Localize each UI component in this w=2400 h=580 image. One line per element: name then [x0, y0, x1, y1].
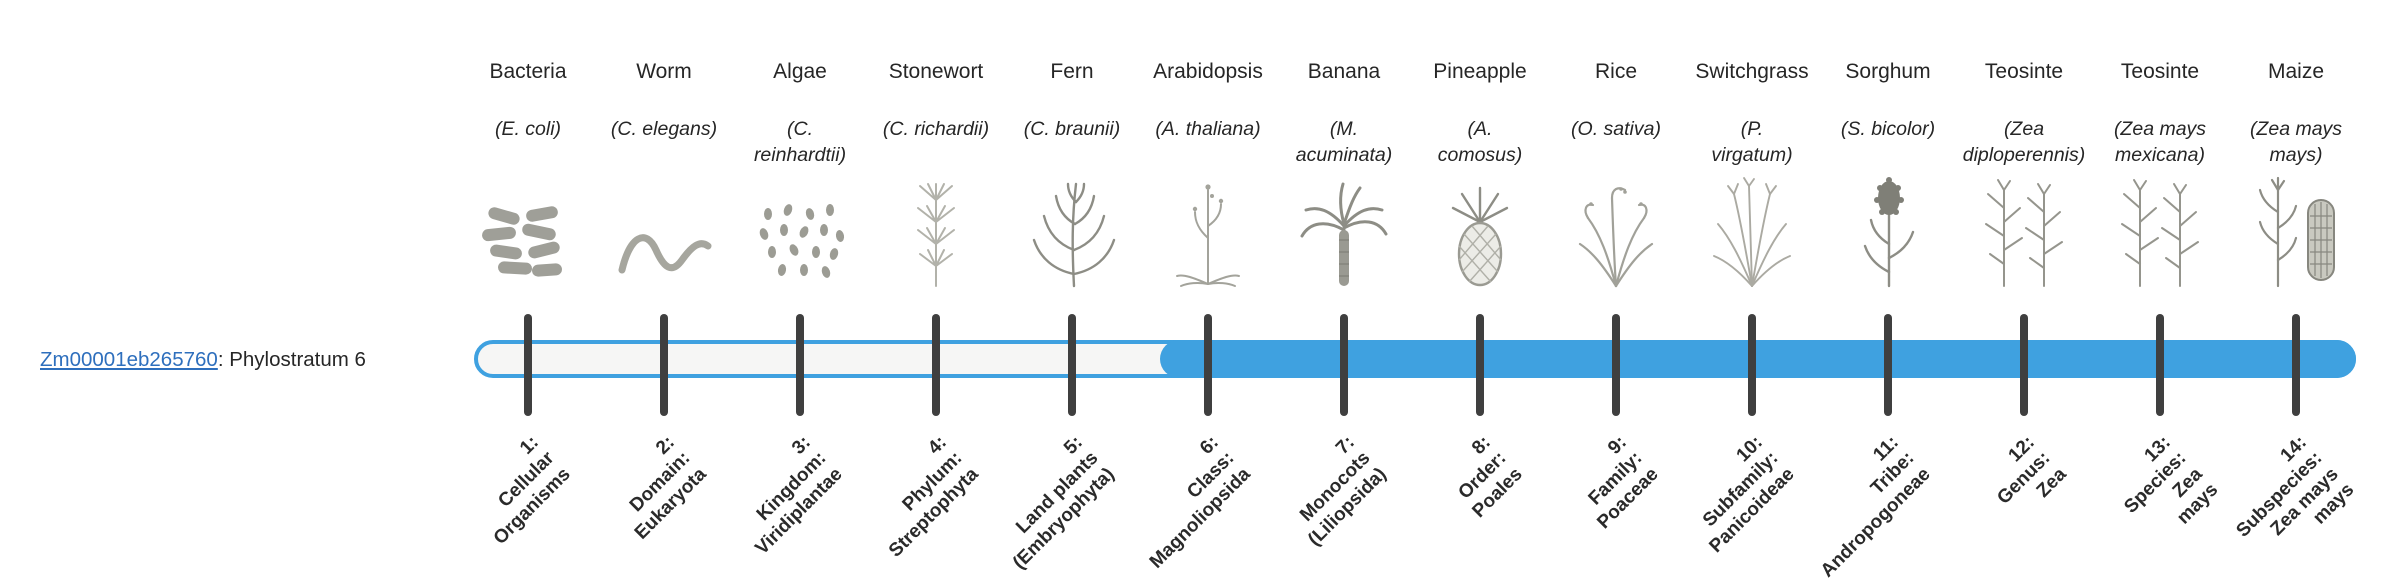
gene-phylostratum-text: : Phylostratum 6	[217, 348, 366, 371]
organism-scientific-name: (C. braunii)	[1023, 118, 1121, 140]
organism-scientific-name: (C. reinhardtii)	[753, 118, 847, 167]
maize-icon	[2216, 170, 2376, 288]
algae-icon	[720, 170, 880, 288]
organism-common-name: Algae	[773, 60, 827, 83]
stratum-tick	[524, 314, 532, 416]
organism-common-name: Stonewort	[888, 60, 984, 83]
stratum-tick	[1612, 314, 1620, 416]
stratum-tick	[1340, 314, 1348, 416]
stratum-column: Bacteria (E. coli) 1: Cellular Organisms	[448, 0, 608, 580]
organism-scientific-name: (M. acuminata)	[1295, 118, 1393, 167]
stratum-tick	[932, 314, 940, 416]
organism-scientific-name: (C. richardii)	[882, 118, 990, 140]
organism-scientific-name: (P. virgatum)	[1711, 118, 1793, 167]
gene-label: Zm00001eb265760: Phylostratum 6	[40, 348, 366, 372]
stratum-tick	[1748, 314, 1756, 416]
organism-scientific-name: (Zea mays mays)	[2249, 118, 2343, 167]
organism-common-name: Teosinte	[2120, 60, 2200, 83]
switchgrass-icon	[1672, 170, 1832, 288]
organism-scientific-name: (A. thaliana)	[1155, 118, 1261, 140]
organism-scientific-name: (O. sativa)	[1571, 118, 1661, 140]
organism-scientific-name: (Zea mays mexicana)	[2113, 118, 2207, 167]
stratum-tick	[2156, 314, 2164, 416]
organism-common-name: Maize	[2267, 60, 2325, 83]
organism-scientific-name: (Zea diploperennis)	[1962, 118, 2086, 167]
rice-icon	[1536, 170, 1696, 288]
stratum-column: Teosinte (Zea diploperennis) 12: Genus: …	[1944, 0, 2104, 580]
stonewort-icon	[856, 170, 1016, 288]
stratum-tick	[2020, 314, 2028, 416]
stratum-tick	[1204, 314, 1212, 416]
stratum-column: Banana (M. acuminata) 7: Monocots (Lilio…	[1264, 0, 1424, 580]
worm-icon	[584, 170, 744, 288]
stratum-tick	[1884, 314, 1892, 416]
stratum-column: Pineapple (A. comosus) 8: Order: Poales	[1400, 0, 1560, 580]
sorghum-icon	[1808, 170, 1968, 288]
stratum-column: Maize (Zea mays mays) 14: Subspecies: Ze…	[2216, 0, 2376, 580]
organism-common-name: Arabidopsis	[1153, 60, 1263, 83]
stratum-column: Switchgrass (P. virgatum) 10: Subfamily:…	[1672, 0, 1832, 580]
stratum-tick	[660, 314, 668, 416]
organism-common-name: Switchgrass	[1695, 60, 1809, 83]
banana-icon	[1264, 170, 1424, 288]
organism-common-name: Pineapple	[1433, 60, 1527, 83]
stratum-tick	[1068, 314, 1076, 416]
organism-scientific-name: (S. bicolor)	[1840, 118, 1936, 140]
stratum-tick	[1476, 314, 1484, 416]
stratum-column: Worm (C. elegans) 2: Domain: Eukaryota	[584, 0, 744, 580]
teosinte-icon	[2080, 170, 2240, 288]
organism-common-name: Sorghum	[1845, 60, 1931, 83]
bacteria-icon	[448, 170, 608, 288]
stratum-column: Teosinte (Zea mays mexicana) 13: Species…	[2080, 0, 2240, 580]
stratum-column: Algae (C. reinhardtii) 3: Kingdom: Virid…	[720, 0, 880, 580]
stratum-column: Stonewort (C. richardii) 4: Phylum: Stre…	[856, 0, 1016, 580]
organism-common-name: Worm	[636, 60, 692, 83]
organism-common-name: Rice	[1594, 60, 1637, 83]
stratum-column: Fern (C. braunii) 5: Land plants (Embryo…	[992, 0, 1152, 580]
teosinte-icon	[1944, 170, 2104, 288]
organism-scientific-name: (C. elegans)	[610, 118, 718, 140]
organism-common-name: Banana	[1307, 60, 1381, 83]
organism-common-name: Teosinte	[1984, 60, 2064, 83]
stratum-tick	[796, 314, 804, 416]
stratum-column: Sorghum (S. bicolor) 11: Tribe: Andropog…	[1808, 0, 1968, 580]
gene-link[interactable]: Zm00001eb265760	[40, 348, 218, 371]
organism-common-name: Bacteria	[489, 60, 567, 83]
pineapple-icon	[1400, 170, 1560, 288]
stratum-column: Rice (O. sativa) 9: Family: Poaceae	[1536, 0, 1696, 580]
stratum-column: Arabidopsis (A. thaliana) 6: Class: Magn…	[1128, 0, 1288, 580]
organism-scientific-name: (A. comosus)	[1437, 118, 1523, 167]
stratum-tick	[2292, 314, 2300, 416]
organism-common-name: Fern	[1050, 60, 1094, 83]
arabidopsis-icon	[1128, 170, 1288, 288]
organism-scientific-name: (E. coli)	[494, 118, 562, 140]
fern-icon	[992, 170, 1152, 288]
